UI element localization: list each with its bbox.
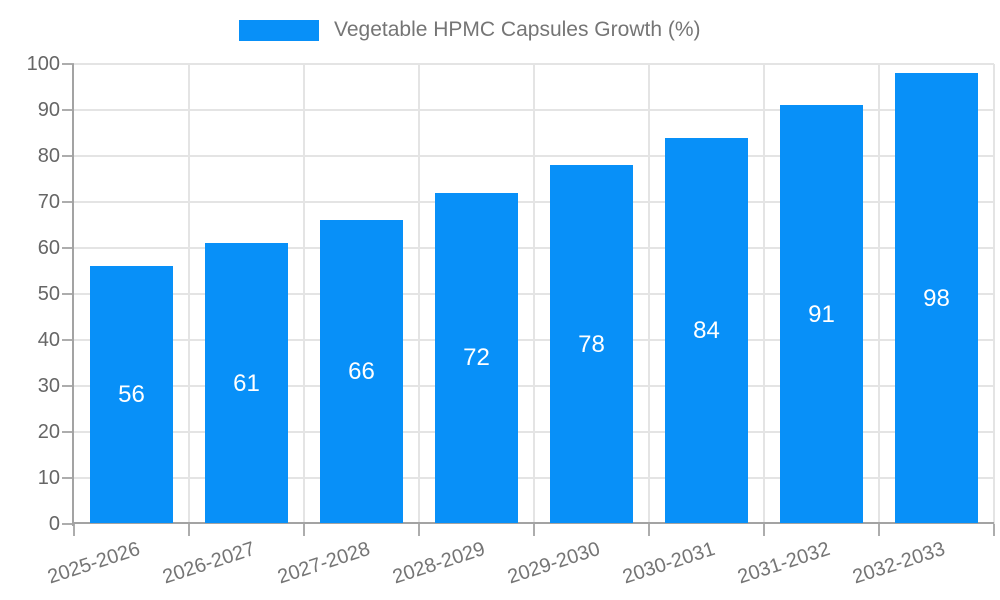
y-axis-tick-label: 20 <box>37 421 60 443</box>
y-axis-tick-label: 30 <box>37 375 60 397</box>
y-axis-tick-label: 0 <box>48 513 60 535</box>
x-axis-tick-label: 2029-2030 <box>504 537 603 589</box>
y-axis-tick-label: 40 <box>37 329 60 351</box>
bar-value-label: 72 <box>463 344 490 372</box>
bar[interactable] <box>205 243 288 523</box>
y-axis-tick <box>62 523 74 525</box>
x-axis-tick <box>648 524 650 536</box>
legend-label: Vegetable HPMC Capsules Growth (%) <box>334 18 701 41</box>
y-axis-tick <box>62 431 74 433</box>
bar[interactable] <box>435 192 518 523</box>
x-axis-tick-label: 2026-2027 <box>159 537 258 589</box>
legend-swatch <box>239 19 319 41</box>
x-axis-tick <box>73 524 75 536</box>
bar-value-label: 56 <box>118 381 145 409</box>
y-axis-tick-label: 90 <box>37 99 60 121</box>
bar-value-label: 61 <box>233 369 260 397</box>
x-axis-tick-label: 2027-2028 <box>274 537 373 589</box>
y-axis-tick-label: 60 <box>37 237 60 259</box>
x-axis-tick <box>878 524 880 536</box>
y-axis-tick <box>62 63 74 65</box>
x-axis-tick <box>188 524 190 536</box>
x-axis-tick-label: 2032-2033 <box>849 537 948 589</box>
y-axis-tick <box>62 477 74 479</box>
y-axis-tick <box>62 155 74 157</box>
gridline-vertical <box>418 64 420 524</box>
y-axis-tick-label: 50 <box>37 283 60 305</box>
bar-value-label: 78 <box>578 330 605 358</box>
bar[interactable] <box>550 165 633 523</box>
y-axis-tick <box>62 201 74 203</box>
y-axis-tick <box>62 339 74 341</box>
x-axis-line <box>72 522 994 524</box>
x-axis-tick-label: 2031-2032 <box>734 537 833 589</box>
x-axis-tick <box>418 524 420 536</box>
gridline-vertical <box>188 64 190 524</box>
x-axis-tick-label: 2025-2026 <box>44 537 143 589</box>
y-axis-tick-label: 10 <box>37 467 60 489</box>
x-axis-tick <box>303 524 305 536</box>
gridline-vertical <box>303 64 305 524</box>
gridline-vertical <box>533 64 535 524</box>
bar[interactable] <box>90 266 173 523</box>
gridline-vertical <box>763 64 765 524</box>
bar-value-label: 84 <box>693 316 720 344</box>
x-axis-tick <box>763 524 765 536</box>
x-axis-tick-label: 2030-2031 <box>619 537 718 589</box>
legend-item[interactable]: Vegetable HPMC Capsules Growth (%) <box>239 18 701 42</box>
bar[interactable] <box>780 105 863 523</box>
bar[interactable] <box>320 220 403 523</box>
y-axis-tick-label: 100 <box>26 53 60 75</box>
y-axis-tick-label: 80 <box>37 145 60 167</box>
bar[interactable] <box>665 137 748 523</box>
bar-value-label: 91 <box>808 300 835 328</box>
y-axis-tick <box>62 247 74 249</box>
gridline-vertical <box>648 64 650 524</box>
bar-value-label: 66 <box>348 358 375 386</box>
x-axis-tick <box>533 524 535 536</box>
y-axis-tick <box>62 293 74 295</box>
x-axis-tick-label: 2028-2029 <box>389 537 488 589</box>
bar-value-label: 98 <box>923 284 950 312</box>
y-axis-tick <box>62 109 74 111</box>
gridline-vertical <box>993 64 995 524</box>
gridline-vertical <box>878 64 880 524</box>
y-axis-tick-label: 70 <box>37 191 60 213</box>
y-axis-tick <box>62 385 74 387</box>
y-axis-line <box>72 64 74 526</box>
bar[interactable] <box>895 73 978 523</box>
x-axis-tick <box>993 524 995 536</box>
